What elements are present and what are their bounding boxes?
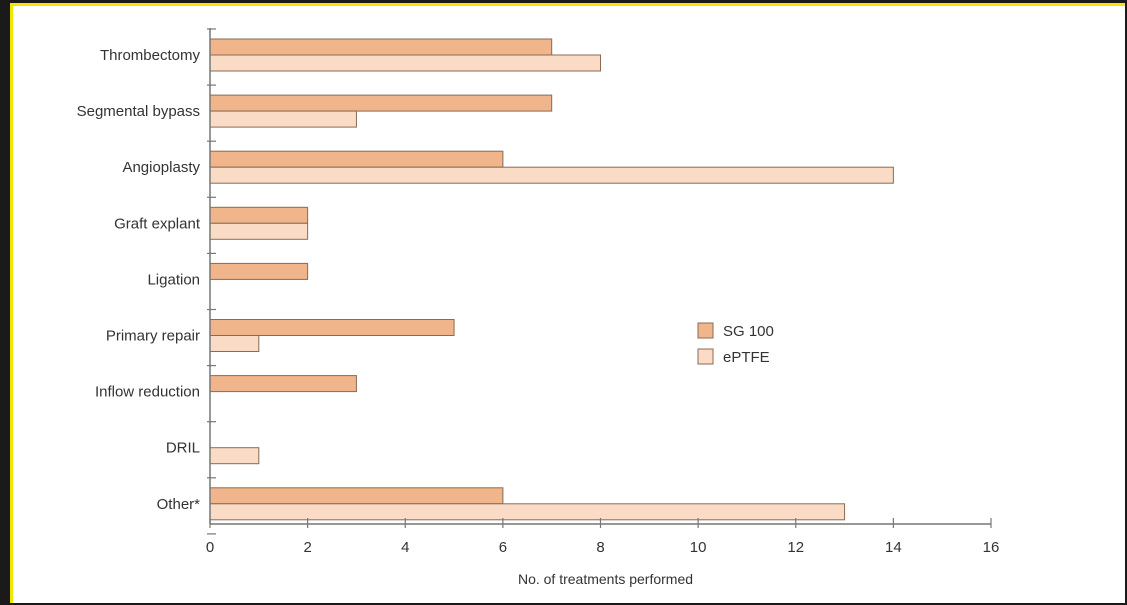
x-tick-label: 10 (690, 539, 707, 556)
bar-sg100 (209, 262, 309, 280)
bar-eptfe (209, 222, 309, 240)
x-tick-label: 8 (596, 539, 604, 556)
category-label: Graft explant (114, 215, 201, 232)
x-tick-label: 6 (499, 539, 507, 556)
legend-label: SG 100 (723, 323, 774, 340)
bar-eptfe (209, 503, 846, 521)
legend: SG 100 ePTFE (697, 322, 774, 366)
bar-sg100 (209, 94, 553, 112)
bar-eptfe (209, 54, 601, 72)
bar-eptfe (209, 110, 357, 128)
bars-layer (209, 38, 894, 521)
x-tick-label: 16 (983, 539, 1000, 556)
category-label: Thrombectomy (100, 47, 201, 64)
bar-sg100 (209, 487, 504, 505)
bar-sg100 (209, 206, 309, 224)
x-tick-label: 14 (885, 539, 902, 556)
bar-eptfe (209, 335, 260, 352)
bar-sg100 (209, 38, 553, 56)
category-label: Segmental bypass (77, 103, 200, 120)
bar-eptfe (209, 447, 260, 465)
labels-layer: Thrombectomy Segmental bypass Angioplasty G… (77, 47, 1000, 556)
category-label: Other* (157, 496, 201, 513)
legend-label: ePTFE (723, 349, 770, 366)
chart-frame (10, 3, 1125, 603)
category-label: Ligation (147, 271, 200, 288)
x-axis-title: No. of treatments performed (518, 571, 693, 587)
category-label: Angioplasty (122, 159, 200, 176)
legend-swatch (697, 322, 714, 339)
category-label: DRIL (166, 440, 200, 457)
x-tick-label: 2 (303, 539, 311, 556)
category-label: Primary repair (106, 328, 200, 345)
category-label: Inflow reduction (95, 384, 200, 401)
ticks-layer (207, 28, 992, 535)
x-tick-label: 0 (206, 539, 214, 556)
bar-sg100 (209, 375, 357, 393)
bar-sg100 (209, 319, 455, 336)
x-tick-label: 12 (787, 539, 804, 556)
bar-eptfe (209, 166, 894, 184)
bar-sg100 (209, 150, 504, 168)
legend-swatch (697, 348, 714, 365)
x-tick-label: 4 (401, 539, 409, 556)
